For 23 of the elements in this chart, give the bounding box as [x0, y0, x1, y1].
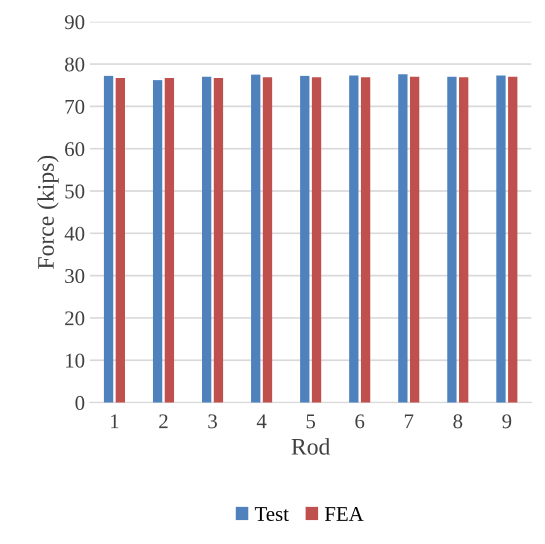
y-tick-label: 90 — [64, 15, 84, 30]
y-tick-label: 0 — [75, 396, 84, 410]
x-tick-label: 8 — [453, 414, 462, 428]
y-axis-title: Force (kips) — [37, 156, 59, 269]
x-tick-label: 2 — [159, 414, 168, 428]
x-axis-title: Rod — [292, 438, 330, 455]
y-tick-label: 80 — [65, 57, 84, 72]
y-tick-label: 50 — [65, 184, 84, 198]
y-tick-label: 40 — [64, 226, 84, 241]
legend-label: FEA — [324, 507, 364, 521]
y-tick-label: 20 — [65, 311, 84, 326]
x-tick-label: 4 — [256, 414, 266, 428]
x-tick-label: 9 — [502, 414, 512, 428]
y-tick-label: 10 — [66, 354, 84, 368]
y-tick-label: 60 — [65, 142, 84, 156]
x-tick-label: 7 — [404, 414, 414, 428]
x-tick-label: 5 — [306, 414, 316, 428]
legend-label: Test — [254, 507, 289, 522]
x-tick-label: 3 — [208, 414, 217, 428]
y-tick-label: 30 — [65, 269, 84, 284]
x-tick-label: 1 — [111, 414, 118, 428]
y-tick-label: 70 — [66, 100, 84, 114]
x-tick-label: 6 — [355, 414, 364, 428]
